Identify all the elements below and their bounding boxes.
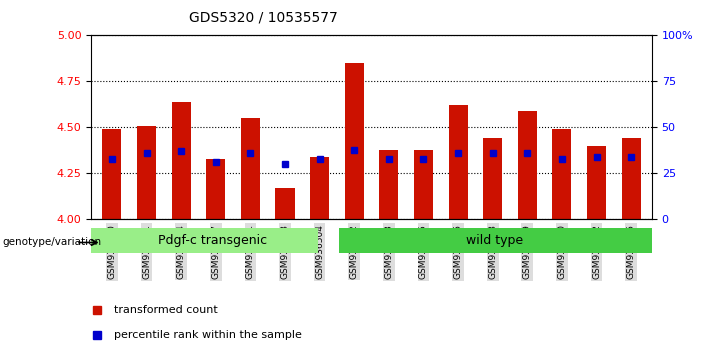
Text: GDS5320 / 10535577: GDS5320 / 10535577 [189,10,338,24]
Bar [414,149,433,219]
Bar [310,157,329,219]
Bar [137,126,156,219]
Bar [102,129,121,219]
Text: Pdgf-c transgenic: Pdgf-c transgenic [158,234,267,247]
Text: wild type: wild type [466,234,523,247]
Bar [339,228,652,253]
Bar [172,102,191,219]
Text: genotype/variation: genotype/variation [2,238,101,247]
Bar [552,129,571,219]
Bar [379,149,398,219]
Text: transformed count: transformed count [114,305,217,315]
Bar [275,188,294,219]
Bar [241,118,260,219]
Bar [345,63,364,219]
Bar [518,111,537,219]
Bar [206,159,225,219]
Bar [483,138,502,219]
Bar [587,146,606,219]
Bar [449,105,468,219]
Bar [91,228,318,253]
Bar [622,138,641,219]
Text: percentile rank within the sample: percentile rank within the sample [114,330,301,339]
